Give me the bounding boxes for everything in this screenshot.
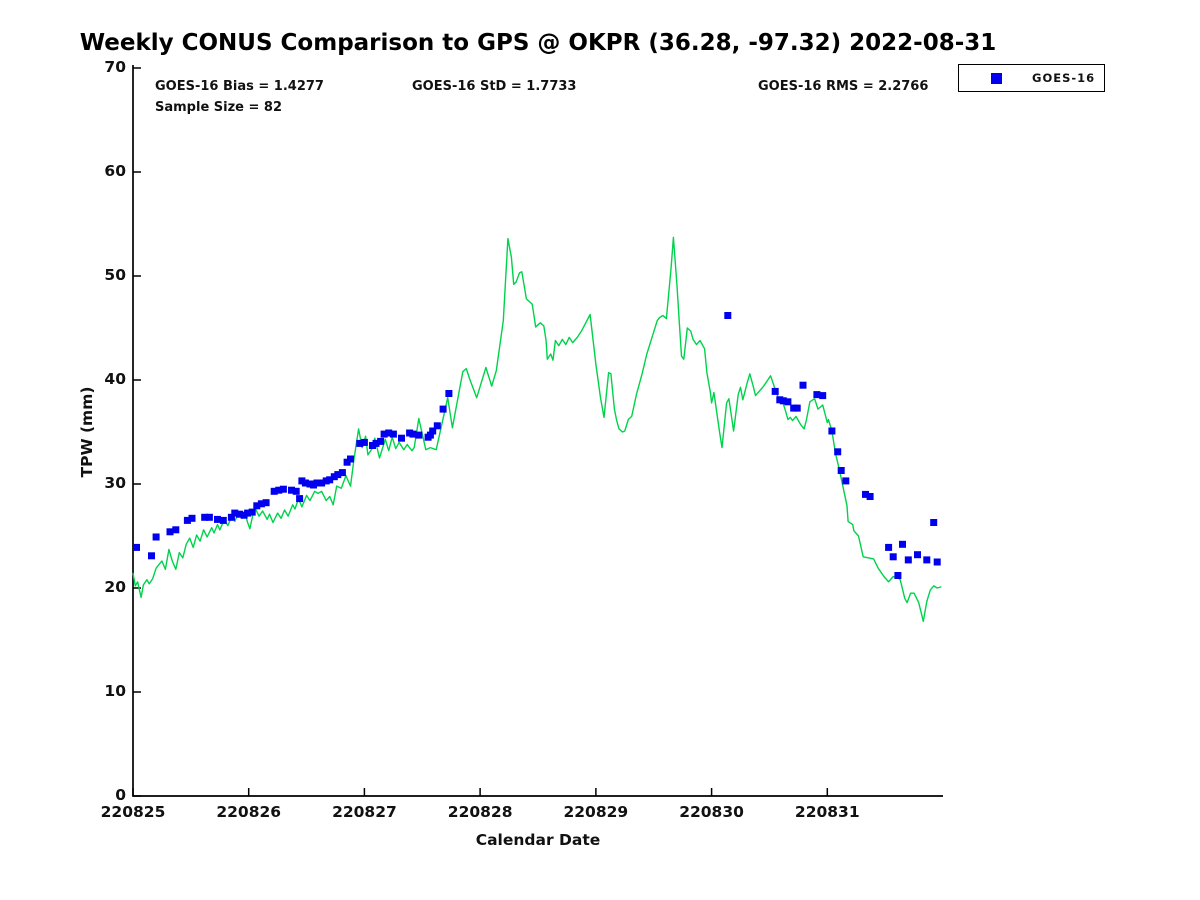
goes16-marker xyxy=(152,533,160,541)
y-tick-label: 10 xyxy=(104,682,126,700)
goes16-marker xyxy=(429,427,437,435)
goes16-marker xyxy=(292,487,300,495)
goes16-marker xyxy=(923,556,931,564)
bias-annotation: GOES-16 Bias = 1.4277 xyxy=(155,79,324,94)
goes16-marker xyxy=(904,556,912,564)
goes16-marker xyxy=(231,509,239,517)
goes16-marker xyxy=(889,553,897,561)
y-tick-label: 0 xyxy=(115,786,126,804)
goes16-marker xyxy=(426,431,434,439)
x-tick-label: 220830 xyxy=(679,803,744,821)
x-tick-label: 220831 xyxy=(794,803,860,821)
goes16-marker xyxy=(930,519,938,526)
goes16-marker xyxy=(279,485,287,493)
goes16-marker xyxy=(885,543,893,551)
y-tick-label: 30 xyxy=(104,474,126,492)
goes16-marker xyxy=(262,499,270,507)
goes16-marker xyxy=(133,543,140,551)
x-tick-label: 220829 xyxy=(563,803,629,821)
goes16-marker xyxy=(799,381,807,389)
std-annotation: GOES-16 StD = 1.7733 xyxy=(412,79,577,94)
goes16-marker xyxy=(183,516,191,524)
goes16-marker xyxy=(398,434,405,442)
goes16-marker xyxy=(296,495,304,503)
goes16-marker xyxy=(866,493,874,500)
goes16-marker xyxy=(201,513,209,521)
goes16-marker xyxy=(301,479,309,487)
goes16-marker xyxy=(248,508,256,516)
goes16-marker xyxy=(288,486,295,494)
goes16-marker xyxy=(227,513,235,521)
goes16-marker xyxy=(380,430,388,438)
y-tick-label: 70 xyxy=(104,58,126,76)
goes16-marker xyxy=(148,552,155,560)
x-tick-label: 220828 xyxy=(447,803,513,821)
goes16-marker xyxy=(257,500,265,508)
goes16-marker xyxy=(172,526,180,534)
goes16-marker xyxy=(244,509,252,517)
goes16-marker xyxy=(914,551,921,559)
goes16-marker xyxy=(813,391,821,399)
legend-label-goes16: GOES-16 xyxy=(1032,71,1096,85)
goes16-marker xyxy=(236,510,243,518)
goes16-marker xyxy=(326,476,334,484)
goes16-marker xyxy=(439,405,447,413)
goes16-marker xyxy=(784,398,792,406)
goes16-marker xyxy=(372,439,380,447)
goes16-marker xyxy=(793,404,801,412)
goes16-marker xyxy=(389,430,397,438)
goes16-marker xyxy=(415,431,423,439)
goes16-marker xyxy=(356,439,364,447)
y-tick-label: 50 xyxy=(104,266,126,284)
goes16-marker xyxy=(724,312,732,319)
goes16-marker xyxy=(347,455,354,463)
goes16-marker xyxy=(409,430,417,438)
goes16-marker xyxy=(360,438,368,446)
goes16-marker xyxy=(214,515,221,523)
goes16-marker xyxy=(338,469,346,477)
goes16-marker xyxy=(166,528,174,536)
goes16-marker xyxy=(899,540,906,548)
goes16-marker xyxy=(205,513,213,521)
legend-marker-square-icon xyxy=(991,72,1002,84)
goes16-marker xyxy=(334,471,342,479)
goes16-marker xyxy=(779,397,787,405)
goes16-marker xyxy=(377,437,385,445)
goes16-marker xyxy=(828,427,836,435)
goes16-marker xyxy=(819,392,827,400)
x-axis-label: Calendar Date xyxy=(475,831,601,849)
goes16-marker xyxy=(219,516,227,524)
goes16-marker xyxy=(275,486,283,494)
x-tick-label: 220827 xyxy=(332,803,397,821)
goes16-marker xyxy=(862,490,869,498)
legend: GOES-16 xyxy=(958,64,1105,92)
goes16-marker xyxy=(433,422,441,430)
y-tick-label: 20 xyxy=(104,578,126,596)
rms-annotation: GOES-16 RMS = 2.2766 xyxy=(758,79,929,94)
goes16-marker xyxy=(253,502,261,510)
gps-line xyxy=(132,236,942,622)
goes16-marker xyxy=(837,467,845,474)
y-tick-label: 60 xyxy=(104,162,126,180)
goes16-marker xyxy=(385,429,393,437)
goes16-marker xyxy=(313,479,321,487)
x-tick-label: 220825 xyxy=(100,803,166,821)
goes16-marker xyxy=(270,487,278,495)
goes16-marker xyxy=(445,390,453,397)
goes16-marker xyxy=(188,514,196,522)
x-tick-label: 220826 xyxy=(216,803,282,821)
goes16-marker xyxy=(318,479,326,487)
y-tick-label: 40 xyxy=(104,370,126,388)
chart-title: Weekly CONUS Comparison to GPS @ OKPR (3… xyxy=(79,30,997,56)
goes16-marker xyxy=(834,448,842,456)
goes16-marker xyxy=(894,572,902,579)
goes16-marker xyxy=(933,558,941,566)
goes16-marker xyxy=(842,477,850,485)
goes16-marker xyxy=(771,387,779,395)
sample-size-annotation: Sample Size = 82 xyxy=(155,100,283,115)
